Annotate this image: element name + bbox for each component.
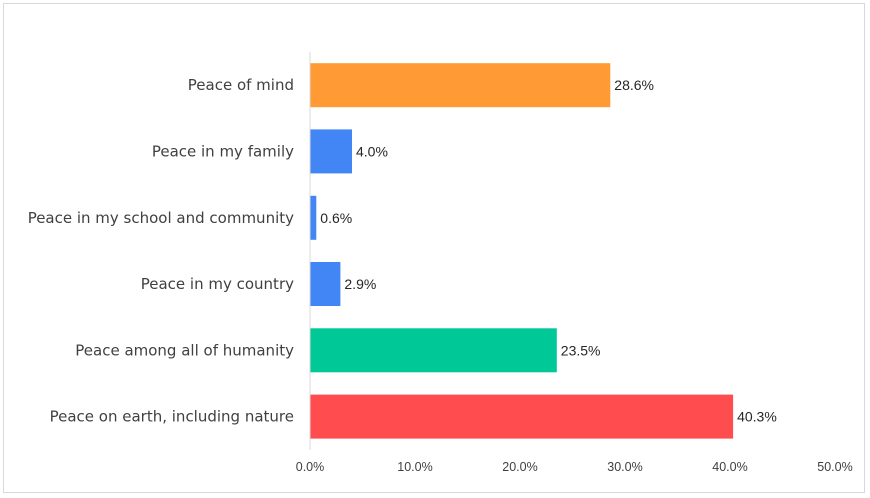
- category-label-6: Peace on earth, including nature: [50, 408, 294, 426]
- x-tick-label-1: 0.0%: [296, 460, 325, 474]
- bar-3: [310, 195, 317, 240]
- bar-2: [310, 129, 352, 174]
- bar-5: [310, 328, 557, 373]
- value-labels: 28.6% 4.0% 0.6% 2.9% 23.5% 40.3%: [320, 77, 777, 424]
- value-label-3: 0.6%: [320, 210, 352, 226]
- bar-1: [310, 63, 611, 108]
- category-labels: Peace of mind Peace in my family Peace in …: [28, 76, 294, 425]
- category-label-1: Peace of mind: [188, 76, 294, 94]
- category-label-4: Peace in my country: [141, 275, 294, 293]
- x-tick-label-6: 50.0%: [817, 460, 852, 474]
- value-label-4: 2.9%: [344, 276, 376, 292]
- x-tick-label-5: 40.0%: [712, 460, 747, 474]
- bar-4: [310, 262, 341, 306]
- bar-6: [310, 394, 734, 439]
- x-tick-label-3: 20.0%: [502, 460, 537, 474]
- x-axis-ticks: 0.0% 10.0% 20.0% 30.0% 40.0% 50.0%: [296, 460, 853, 474]
- bars-group: [310, 63, 734, 439]
- category-label-3: Peace in my school and community: [28, 209, 294, 227]
- x-tick-label-4: 30.0%: [607, 460, 642, 474]
- value-label-6: 40.3%: [737, 409, 777, 425]
- category-label-5: Peace among all of humanity: [75, 341, 294, 359]
- value-label-1: 28.6%: [614, 77, 654, 93]
- x-tick-label-2: 10.0%: [397, 460, 432, 474]
- value-label-2: 4.0%: [356, 143, 388, 159]
- category-label-2: Peace in my family: [152, 142, 294, 160]
- value-label-5: 23.5%: [561, 342, 601, 358]
